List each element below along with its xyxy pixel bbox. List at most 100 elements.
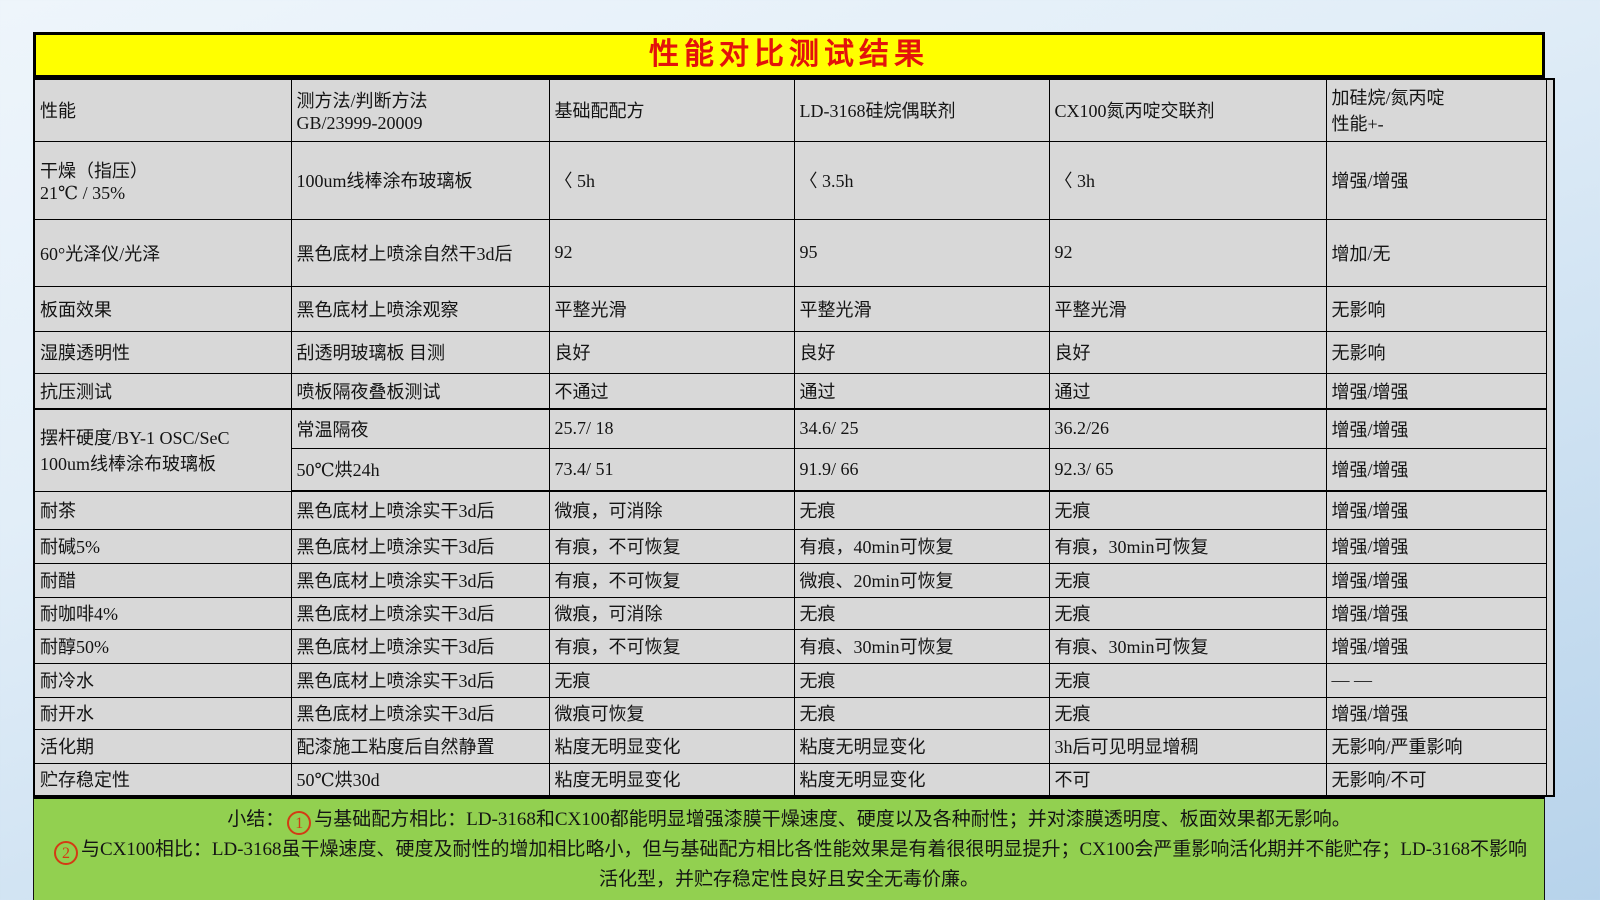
delta-value: 无影响/不可	[1325, 762, 1547, 797]
table-header-row: 性能 测方法/判断方法 GB/23999-20009 基础配配方 LD-3168…	[33, 78, 1555, 797]
delta-value: 增强/增强	[1325, 696, 1547, 730]
method-cell: 配漆施工粘度后自然静置	[290, 728, 550, 764]
table-row: 耐醇50% 黑色底材上喷涂实干3d后 有痕，不可恢复 有痕、30min可恢复 有…	[33, 628, 1554, 664]
title-bar: 性能对比测试结果	[33, 32, 1545, 78]
cx-value: 〈 3h	[1048, 140, 1327, 220]
ld-value: 〈 3.5h	[793, 140, 1050, 220]
method-cell: 黑色底材上喷涂实干3d后	[290, 662, 550, 698]
delta-value: 增强/增强	[1325, 372, 1547, 410]
base-value: 平整光滑	[548, 285, 795, 332]
row-label: 活化期	[33, 728, 292, 764]
base-value: 73.4/ 51	[548, 447, 795, 492]
circled-number-2: 2	[53, 841, 78, 865]
summary-point-2: 与CX100相比：LD-3168虽干燥速度、硬度及耐性的增加相比略小，但与基础配…	[80, 839, 1528, 890]
row-label: 耐开水	[33, 696, 292, 730]
method-cell: 黑色底材上喷涂观察	[290, 285, 550, 332]
summary-line-2: 2 与CX100相比：LD-3168虽干燥速度、硬度及耐性的增加相比略小，但与基础…	[44, 835, 1534, 894]
row-label: 耐茶	[33, 490, 292, 530]
summary-point-1: 与基础配方相比：LD-3168和CX100都能明显增强漆膜干燥速度、硬度以及各种…	[314, 809, 1351, 830]
table-row: 50℃烘24h 73.4/ 51 91.9/ 66 92.3/ 65 增强/增强	[34, 447, 1554, 492]
header-method: 测方法/判断方法 GB/23999-20009	[290, 78, 550, 142]
base-value: 有痕，不可恢复	[548, 628, 795, 664]
delta-value: 增强/增强	[1325, 140, 1547, 220]
circled-number-1: 1	[287, 811, 312, 835]
ld-value: 无痕	[793, 696, 1050, 730]
cx-value: 3h后可见明显增稠	[1048, 728, 1327, 764]
delta-value: 增强/增强	[1325, 528, 1547, 564]
cx-value: 无痕	[1048, 490, 1327, 530]
ld-value: 34.6/ 25	[793, 408, 1050, 449]
delta-value: 增强/增强	[1325, 628, 1547, 664]
method-cell: 100um线棒涂布玻璃板	[290, 140, 550, 220]
cx-value: 无痕	[1048, 596, 1327, 630]
base-value: 微痕可恢复	[548, 696, 795, 730]
delta-value: 增强/增强	[1325, 490, 1547, 530]
table-row: 耐茶 黑色底材上喷涂实干3d后 微痕，可消除 无痕 无痕 增强/增强	[33, 490, 1554, 530]
ld-value: 91.9/ 66	[793, 447, 1050, 492]
table-row: 耐碱5% 黑色底材上喷涂实干3d后 有痕，不可恢复 有痕，40min可恢复 有痕…	[33, 528, 1554, 564]
delta-value: — —	[1325, 662, 1547, 698]
ld-value: 95	[793, 218, 1050, 287]
base-value: 25.7/ 18	[548, 408, 795, 449]
base-value: 〈 5h	[548, 140, 795, 220]
method-cell: 黑色底材上喷涂实干3d后	[290, 696, 550, 730]
table-row: 耐冷水 黑色底材上喷涂实干3d后 无痕 无痕 无痕 — —	[33, 662, 1554, 698]
base-value: 良好	[548, 330, 795, 374]
cx-value: 无痕	[1048, 696, 1327, 730]
delta-value: 增强/增强	[1325, 596, 1547, 630]
row-label: 耐冷水	[33, 662, 292, 698]
header-delta: 加硅烷/氮丙啶 性能+-	[1325, 78, 1547, 142]
slide: 性能对比测试结果 性能 测方法/判断方法 GB/23999-20009 基础配配…	[33, 32, 1555, 900]
base-value: 微痕，可消除	[548, 596, 795, 630]
base-value: 有痕，不可恢复	[548, 562, 795, 598]
ld-value: 无痕	[793, 490, 1050, 530]
delta-value: 无影响/严重影响	[1325, 728, 1547, 764]
table-row: 耐咖啡4% 黑色底材上喷涂实干3d后 微痕，可消除 无痕 无痕 增强/增强	[33, 596, 1554, 630]
base-value: 微痕，可消除	[548, 490, 795, 530]
ld-value: 有痕、30min可恢复	[793, 628, 1050, 664]
table-row: 耐开水 黑色底材上喷涂实干3d后 微痕可恢复 无痕 无痕 增强/增强	[33, 696, 1554, 730]
method-cell: 黑色底材上喷涂实干3d后	[290, 490, 550, 530]
ld-value: 平整光滑	[793, 285, 1050, 332]
header-ld3168: LD-3168硅烷偶联剂	[793, 78, 1050, 142]
ld-value: 微痕、20min可恢复	[793, 562, 1050, 598]
method-cell: 黑色底材上喷涂实干3d后	[290, 596, 550, 630]
method-cell: 黑色底材上喷涂自然干3d后	[290, 218, 550, 287]
cx-value: 有痕，30min可恢复	[1048, 528, 1327, 564]
base-value: 有痕，不可恢复	[548, 528, 795, 564]
table-row: 干燥（指压） 21℃ / 35% 100um线棒涂布玻璃板 〈 5h 〈 3.5…	[33, 140, 1554, 220]
cx-value: 平整光滑	[1048, 285, 1327, 332]
summary-line-1: 小结： 1 与基础配方相比：LD-3168和CX100都能明显增强漆膜干燥速度、硬度…	[44, 805, 1534, 835]
table-row: 贮存稳定性 50℃烘30d 粘度无明显变化 粘度无明显变化 不可 无影响/不可	[33, 762, 1554, 797]
ld-value: 良好	[793, 330, 1050, 374]
cx-value: 有痕、30min可恢复	[1048, 628, 1327, 664]
base-value: 无痕	[548, 662, 795, 698]
delta-value: 无影响	[1325, 330, 1547, 374]
ld-value: 无痕	[793, 596, 1050, 630]
delta-value: 增强/增强	[1325, 562, 1547, 598]
method-cell: 黑色底材上喷涂实干3d后	[290, 628, 550, 664]
delta-value: 增强/增强	[1325, 447, 1547, 492]
ld-value: 无痕	[793, 662, 1050, 698]
row-label: 耐碱5%	[33, 528, 292, 564]
cx-value: 36.2/26	[1048, 408, 1327, 449]
table-row: 60°光泽仪/光泽 黑色底材上喷涂自然干3d后 92 95 92 增加/无	[33, 218, 1554, 287]
row-label: 耐咖啡4%	[33, 596, 292, 630]
delta-value: 增强/增强	[1325, 408, 1547, 449]
ld-value: 通过	[793, 372, 1050, 410]
method-cell: 黑色底材上喷涂实干3d后	[290, 528, 550, 564]
base-value: 粘度无明显变化	[548, 728, 795, 764]
delta-value: 无影响	[1325, 285, 1547, 332]
cx-value: 92	[1048, 218, 1327, 287]
summary-panel: 小结： 1 与基础配方相比：LD-3168和CX100都能明显增强漆膜干燥速度、硬度…	[33, 797, 1545, 900]
method-cell: 刮透明玻璃板 目测	[290, 330, 550, 374]
row-label: 耐醋	[33, 562, 292, 598]
row-label: 60°光泽仪/光泽	[33, 218, 292, 287]
performance-table: 性能 测方法/判断方法 GB/23999-20009 基础配配方 LD-3168…	[33, 78, 1555, 797]
ld-value: 粘度无明显变化	[793, 728, 1050, 764]
base-value: 92	[548, 218, 795, 287]
header-property: 性能	[33, 78, 292, 142]
ld-value: 有痕，40min可恢复	[793, 528, 1050, 564]
summary-intro: 小结：	[227, 809, 285, 830]
cx-value: 92.3/ 65	[1048, 447, 1327, 492]
